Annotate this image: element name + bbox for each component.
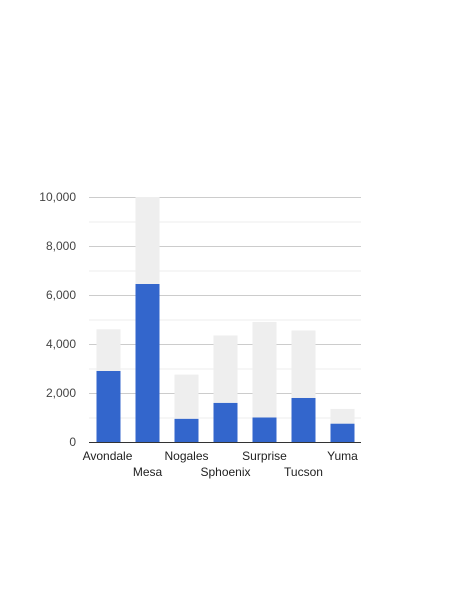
y-tick-label: 2,000 [46, 386, 76, 400]
bar-segment-remainder [175, 375, 199, 419]
bar-segment-primary [175, 419, 199, 442]
bar-segment-primary [214, 403, 238, 442]
x-category-label: Yuma [327, 449, 358, 463]
x-category-label: Tucson [284, 465, 323, 479]
y-tick-label: 10,000 [39, 190, 76, 204]
x-category-label: Avondale [83, 449, 133, 463]
y-tick-label: 4,000 [46, 337, 76, 351]
y-axis-tick-labels: 0 2,000 4,000 6,000 8,000 10,000 [39, 190, 76, 449]
bar-segment-primary [253, 418, 277, 443]
bar-segment-primary [97, 371, 121, 442]
y-tick-label: 6,000 [46, 288, 76, 302]
x-category-label: Mesa [133, 465, 163, 479]
x-axis-category-labels: Avondale Mesa Nogales Sphoenix Surprise … [83, 449, 359, 479]
y-tick-label: 0 [69, 435, 76, 449]
x-category-label: Sphoenix [200, 465, 250, 479]
bar-segment-remainder [214, 335, 238, 402]
x-category-label: Surprise [242, 449, 287, 463]
bar-segment-remainder [292, 331, 316, 398]
bar-segment-remainder [136, 197, 160, 284]
bar-segment-primary [136, 284, 160, 442]
bar-segment-remainder [97, 329, 121, 371]
bar-segment-remainder [253, 322, 277, 418]
x-category-label: Nogales [164, 449, 208, 463]
bar-segment-primary [292, 398, 316, 442]
bar-segment-remainder [331, 409, 355, 424]
bar-segment-primary [331, 424, 355, 442]
y-tick-label: 8,000 [46, 239, 76, 253]
